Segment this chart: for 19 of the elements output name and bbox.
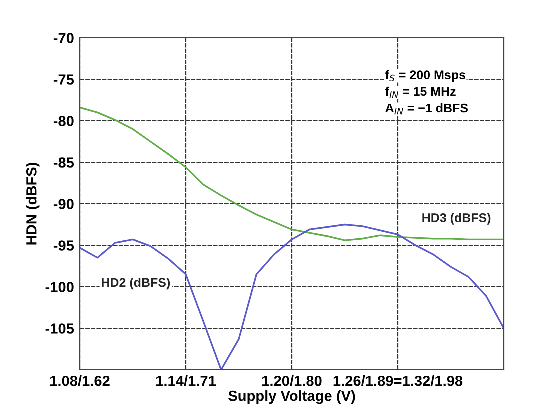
y-tick-label: -95 [54, 240, 74, 251]
x-tick-label: 1.08/1.62 [50, 376, 110, 386]
y-tick-label: -100 [46, 282, 74, 292]
annotation: f$_{S}$ = 200 Msps [385, 70, 466, 82]
x-axis-title: Supply Voltage (V) [228, 390, 356, 404]
y-tick-label: -85 [54, 158, 74, 168]
y-axis-title: HDN (dBFS) [26, 163, 40, 245]
annotation: A$_{IN}$ = −1 dBFS [386, 103, 468, 115]
y-tick-label: -90 [54, 199, 74, 210]
y-tick-label: -70 [54, 33, 74, 44]
series-label: HD3 (dBFS) [422, 213, 491, 225]
y-tick-label: -75 [54, 74, 74, 85]
x-tick-label: 1.20/1.80 [262, 376, 322, 386]
y-tick-label: -80 [54, 116, 74, 126]
series-label: HD2 (dBFS) [102, 278, 170, 290]
annotation: f$_{IN}$ = 15 MHz [385, 86, 456, 98]
x-tick-label: 1.26/1.89=1.32/1.98 [334, 376, 463, 386]
x-tick-label: 1.14/1.71 [156, 376, 216, 386]
y-tick-label: -105 [46, 324, 74, 334]
